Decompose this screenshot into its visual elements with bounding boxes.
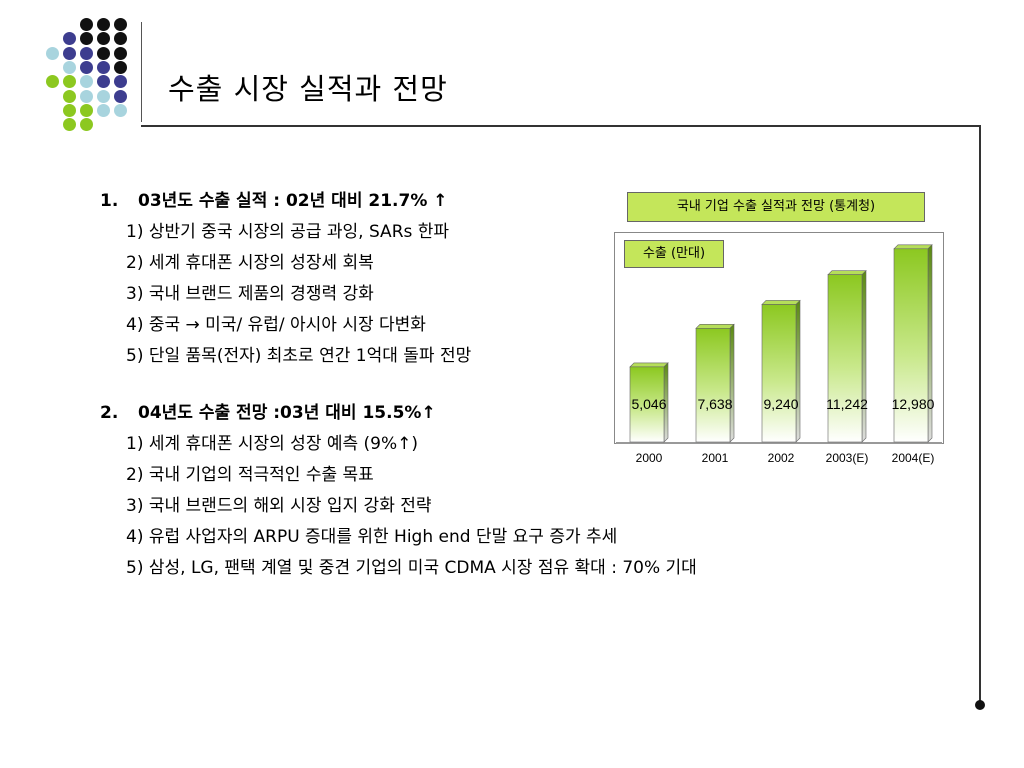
list-item: 2) 국내 기업의 적극적인 수출 목표 [126, 465, 374, 485]
bar-value-label: 5,046 [631, 396, 666, 412]
bar-top [629, 362, 669, 368]
decorative-dot [80, 32, 93, 46]
section-number: 2. [100, 403, 119, 423]
list-item: 4) 유럽 사업자의 ARPU 증대를 위한 High end 단말 요구 증가… [126, 527, 618, 547]
decorative-dot [114, 18, 127, 31]
section-number: 1. [100, 191, 119, 211]
page-title: 수출 시장 실적과 전망 [168, 72, 448, 106]
list-item: 1) 세계 휴대폰 시장의 성장 예측 (9%↑) [126, 434, 419, 454]
decorative-dot-grid [40, 18, 140, 138]
list-item: 1) 상반기 중국 시장의 공급 과잉, SARs 한파 [126, 222, 450, 242]
decorative-dot [114, 75, 127, 89]
decorative-dot [97, 89, 110, 103]
chart-series-label: 수출 (만대) [624, 240, 724, 268]
decorative-dot [80, 60, 93, 74]
decorative-dot [80, 103, 93, 117]
section-heading-text: 03년도 수출 실적 : 02년 대비 21.7% ↑ [138, 191, 448, 211]
decorative-dot [80, 118, 93, 132]
decorative-dot [97, 103, 110, 117]
decorative-dot [63, 75, 76, 89]
bar-top [827, 270, 867, 275]
category-label: 2000 [636, 451, 663, 465]
bar-value-label: 12,980 [892, 396, 935, 412]
decorative-dot [80, 46, 93, 60]
decorative-dot [63, 89, 76, 103]
list-item: 4) 중국 → 미국/ 유럽/ 아시아 시장 다변화 [126, 315, 426, 335]
bar-value-label: 7,638 [697, 396, 732, 412]
decorative-dot [63, 118, 76, 132]
border-end-dot [975, 700, 985, 710]
decorative-dot [80, 89, 93, 103]
bar-value-label: 9,240 [763, 396, 798, 412]
decorative-dot [97, 46, 110, 60]
decorative-dot [63, 32, 76, 46]
bar-side [729, 323, 735, 443]
section-heading-2: 2. 04년도 수출 전망 :03년 대비 15.5%↑ [100, 398, 620, 429]
decorative-dot [63, 60, 76, 74]
decorative-dot [97, 75, 110, 89]
list-item: 5) 단일 품목(전자) 최초로 연간 1억대 돌파 전망 [126, 346, 472, 366]
category-label: 2003(E) [826, 451, 869, 465]
decorative-dot [46, 46, 59, 60]
decorative-dot [97, 18, 110, 31]
chart-title: 국내 기업 수출 실적과 전망 (통계청) [627, 192, 925, 222]
bar-side [795, 299, 801, 443]
title-divider-vertical [141, 22, 142, 122]
bar-value-label: 11,242 [826, 396, 868, 412]
list-item: 5) 삼성, LG, 팬택 계열 및 중견 기업의 미국 CDMA 시장 점유 … [126, 558, 697, 578]
category-label: 2004(E) [892, 451, 935, 465]
list-item: 3) 국내 브랜드 제품의 경쟁력 강화 [126, 284, 374, 304]
list-item: 2) 세계 휴대폰 시장의 성장세 회복 [126, 253, 374, 273]
bar-top [893, 244, 933, 250]
decorative-dot [63, 46, 76, 60]
bar [695, 328, 731, 443]
bar-side [861, 269, 867, 443]
bar-top [695, 324, 735, 329]
category-label: 2001 [702, 451, 729, 465]
decorative-dot [63, 103, 76, 117]
right-border-line [979, 125, 981, 705]
bar-top [761, 300, 801, 305]
decorative-dot [114, 46, 127, 60]
list-item: 3) 국내 브랜드의 해외 시장 입지 강화 전략 [126, 496, 432, 516]
decorative-dot [80, 75, 93, 89]
decorative-dot [114, 60, 127, 74]
bar [827, 274, 863, 443]
title-divider-horizontal [141, 125, 981, 127]
section-heading-1: 1. 03년도 수출 실적 : 02년 대비 21.7% ↑ [100, 186, 620, 217]
section-heading-text: 04년도 수출 전망 :03년 대비 15.5%↑ [138, 403, 436, 423]
decorative-dot [97, 60, 110, 74]
bar [761, 304, 797, 443]
content-body: 1. 03년도 수출 실적 : 02년 대비 21.7% ↑ 1) 상반기 중국 … [100, 186, 697, 584]
decorative-dot [114, 89, 127, 103]
decorative-dot [80, 18, 93, 31]
decorative-dot [114, 103, 127, 117]
decorative-dot [114, 32, 127, 46]
bar [629, 366, 665, 443]
decorative-dot [46, 75, 59, 89]
category-label: 2002 [768, 451, 795, 465]
chart-baseline [616, 442, 942, 444]
bar [893, 248, 929, 443]
decorative-dot [97, 32, 110, 46]
bar-side [927, 244, 933, 443]
